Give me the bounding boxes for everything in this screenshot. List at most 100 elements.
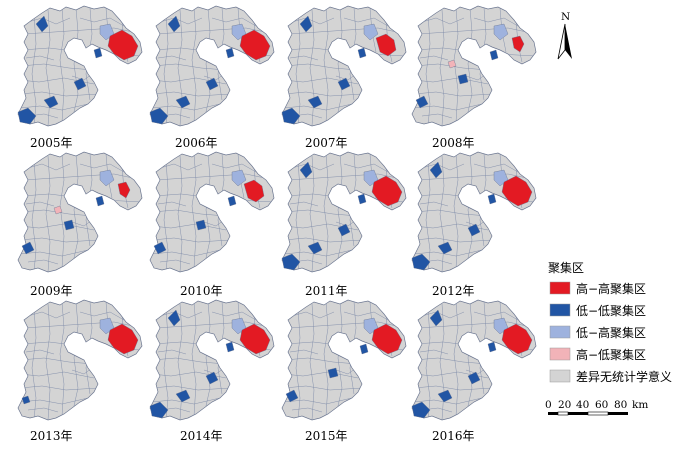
ll-cluster — [43, 95, 59, 109]
legend-label-hl: 高−低聚集区 — [576, 347, 646, 362]
map-panel-2013 — [17, 299, 143, 421]
hl-cluster — [447, 59, 457, 69]
legend-title: 聚集区 — [548, 260, 584, 275]
ll-cluster — [299, 161, 313, 179]
ll-cluster — [175, 95, 191, 109]
hh-cluster — [107, 323, 139, 355]
scale-unit: km — [632, 399, 648, 411]
year-label-2012: 2012年 — [432, 284, 475, 298]
ll-cluster — [487, 341, 497, 353]
ll-cluster — [307, 95, 323, 109]
ll-cluster — [225, 47, 235, 59]
ll-cluster — [299, 15, 313, 33]
map-panel-2005 — [17, 5, 143, 127]
ll-cluster — [21, 241, 35, 255]
hh-cluster — [371, 175, 403, 207]
ll-cluster — [21, 395, 31, 405]
region-base — [17, 299, 143, 421]
lh-cluster — [231, 169, 247, 187]
ll-cluster — [175, 389, 191, 403]
ll-cluster — [195, 219, 207, 231]
legend-label-hh: 高−高聚集区 — [576, 281, 646, 296]
hh-cluster — [239, 323, 271, 355]
ll-cluster — [281, 107, 301, 125]
legend-swatch-ns — [549, 369, 571, 383]
year-label-2010: 2010年 — [180, 284, 223, 298]
scale-tick-60: 60 — [595, 399, 608, 411]
north-arrow-icon: N — [557, 11, 572, 60]
legend-swatch-hh — [549, 281, 571, 295]
ll-cluster — [149, 401, 169, 419]
hh-cluster — [501, 323, 533, 355]
map-panel-2015 — [281, 299, 407, 421]
hl-cluster — [53, 205, 63, 215]
ll-cluster — [225, 341, 235, 353]
ll-cluster — [205, 77, 219, 91]
ll-cluster — [205, 371, 219, 385]
legend: 聚集区 高−高聚集区 低−低聚集区 低−高聚集区 高−低聚集区 差异无统计学意义 — [548, 260, 672, 384]
ll-cluster — [467, 223, 481, 237]
scale-tick-0: 0 — [545, 399, 552, 411]
hh-cluster — [107, 29, 139, 61]
year-label-2006: 2006年 — [175, 136, 218, 150]
hh-cluster — [375, 33, 397, 57]
ll-cluster — [415, 95, 429, 109]
year-label-2013: 2013年 — [30, 429, 73, 443]
ll-cluster — [429, 309, 443, 327]
ll-cluster — [167, 15, 181, 33]
ll-cluster — [95, 195, 105, 207]
map-panel-2008 — [411, 5, 537, 127]
ll-cluster — [359, 343, 369, 355]
ll-cluster — [337, 77, 351, 91]
ll-cluster — [357, 193, 367, 205]
ll-cluster — [153, 241, 167, 255]
hh-cluster — [371, 323, 403, 355]
region-base — [149, 151, 275, 273]
ll-cluster — [429, 161, 443, 179]
hh-cluster — [511, 35, 525, 53]
map-panel-2010 — [149, 151, 275, 273]
lh-cluster — [493, 23, 509, 41]
north-arrow-label: N — [561, 11, 570, 23]
ll-cluster — [227, 195, 237, 207]
ll-cluster — [93, 47, 103, 59]
ll-cluster — [337, 223, 351, 237]
scale-bar: 0 20 40 60 80 km — [545, 399, 648, 416]
scale-tick-20: 20 — [558, 399, 571, 411]
ll-cluster — [467, 371, 481, 385]
map-panel-2007 — [281, 5, 407, 127]
ll-cluster — [73, 77, 87, 91]
ll-cluster — [487, 193, 497, 205]
ll-cluster — [35, 15, 49, 33]
ll-cluster — [63, 219, 75, 231]
map-panel-2009 — [17, 151, 143, 273]
ll-cluster — [17, 107, 37, 125]
ll-cluster — [307, 241, 323, 255]
map-panel-2012 — [411, 151, 537, 273]
lh-cluster — [363, 23, 379, 41]
year-label-2016: 2016年 — [432, 429, 475, 443]
legend-label-ll: 低−低聚集区 — [576, 303, 646, 318]
ll-cluster — [281, 253, 301, 271]
region-base — [17, 151, 143, 273]
region-base — [281, 299, 407, 421]
hh-cluster — [501, 175, 533, 207]
ll-cluster — [437, 241, 453, 255]
hh-cluster — [243, 179, 265, 203]
hh-cluster — [117, 181, 131, 199]
year-label-2008: 2008年 — [432, 136, 475, 150]
ll-cluster — [411, 253, 431, 271]
year-label-2005: 2005年 — [30, 136, 73, 150]
ll-cluster — [437, 389, 453, 403]
map-panel-2016 — [411, 299, 537, 421]
year-label-2014: 2014年 — [180, 429, 223, 443]
map-panel-2011 — [281, 151, 407, 273]
year-label-2009: 2009年 — [30, 284, 73, 298]
hh-cluster — [239, 29, 271, 61]
ll-cluster — [327, 367, 339, 379]
legend-swatch-ll — [549, 303, 571, 317]
legend-label-lh: 低−高聚集区 — [576, 325, 646, 340]
legend-label-ns: 差异无统计学意义 — [576, 369, 672, 384]
ll-cluster — [149, 107, 169, 125]
